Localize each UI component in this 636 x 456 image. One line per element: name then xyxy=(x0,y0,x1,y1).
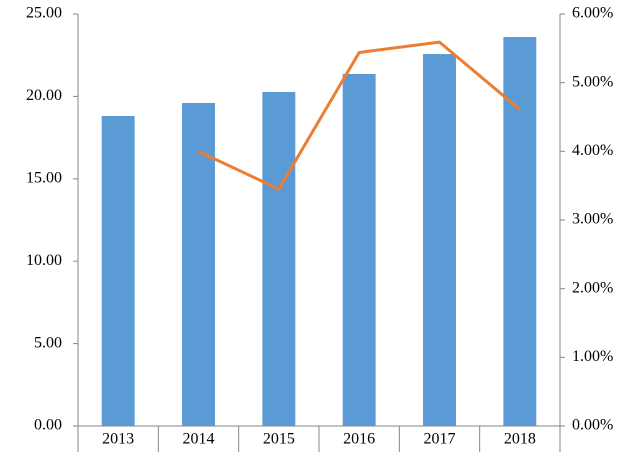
y-tick-label: 15.00 xyxy=(26,169,62,186)
x-tick-label: 2018 xyxy=(504,431,536,448)
x-tick-label: 2017 xyxy=(424,431,456,448)
x-tick-label: 2016 xyxy=(343,431,375,448)
y-tick-label: 10.00 xyxy=(26,252,62,269)
y2-tick-label: 0.00% xyxy=(572,417,613,434)
x-tick-label: 2014 xyxy=(183,431,215,448)
bar xyxy=(423,54,456,427)
x-tick-label: 2013 xyxy=(102,431,134,448)
x-tick-label: 2015 xyxy=(263,431,295,448)
y2-tick-label: 6.00% xyxy=(572,5,613,22)
y2-tick-label: 5.00% xyxy=(572,73,613,90)
bar xyxy=(101,116,135,426)
y-tick-label: 20.00 xyxy=(26,87,62,104)
bar xyxy=(503,37,537,427)
y-tick-label: 0.00 xyxy=(34,417,62,434)
bar xyxy=(262,91,296,426)
line xyxy=(197,40,521,191)
y2-tick-label: 3.00% xyxy=(572,211,613,228)
bar xyxy=(342,73,376,427)
y-tick-label: 5.00 xyxy=(34,334,62,351)
y2-tick-label: 1.00% xyxy=(572,348,613,365)
y-tick-label: 25.00 xyxy=(26,5,62,22)
y2-tick-label: 4.00% xyxy=(572,142,613,159)
y2-tick-label: 2.00% xyxy=(572,279,613,296)
